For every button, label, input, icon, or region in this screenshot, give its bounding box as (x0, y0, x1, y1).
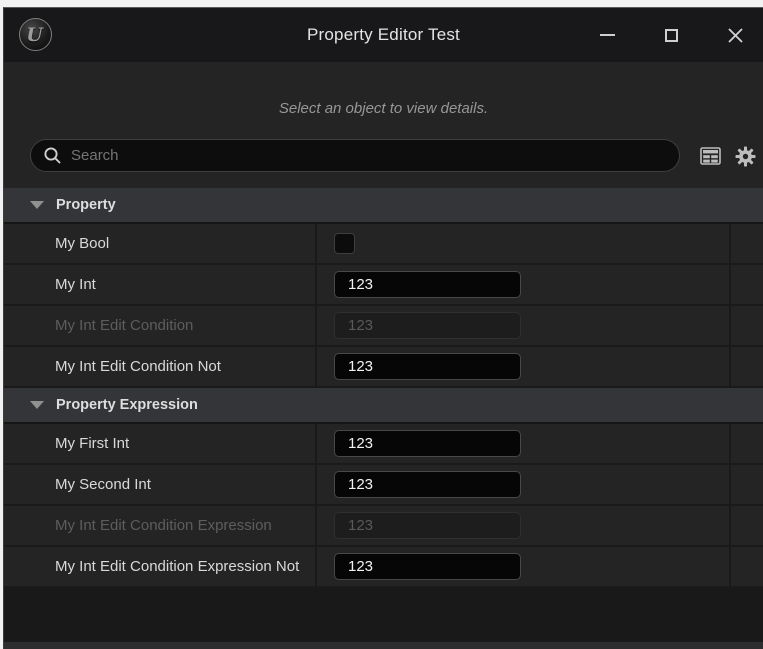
property-label: My Int Edit Condition Expression (55, 517, 272, 534)
row-extra-column (731, 506, 763, 545)
property-name-cell: My First Int (4, 424, 317, 463)
property-value-cell (317, 465, 731, 504)
property-name-cell: My Int Edit Condition Not (4, 347, 317, 386)
property-row-my-second-int: My Second Int (4, 465, 763, 506)
display-filter-button[interactable] (698, 144, 722, 168)
minimize-button[interactable] (596, 24, 618, 46)
search-icon (44, 147, 61, 164)
close-button[interactable] (724, 24, 746, 46)
checkbox-my-bool[interactable] (334, 233, 355, 254)
property-row-my-int: My Int (4, 265, 763, 306)
details-header-area: Select an object to view details. (4, 62, 763, 188)
unreal-engine-logo-icon (19, 18, 52, 51)
property-row-my-int-edit-condition: My Int Edit Condition (4, 306, 763, 347)
collapse-arrow-icon (30, 401, 44, 409)
maximize-icon (664, 28, 678, 42)
window-controls (596, 8, 746, 62)
property-name-cell: My Int Edit Condition Expression Not (4, 547, 317, 586)
property-label: My Int Edit Condition Not (55, 358, 221, 375)
property-value-cell (317, 347, 731, 386)
category-label: Property Expression (56, 397, 198, 413)
title-bar[interactable]: Property Editor Test (4, 8, 763, 62)
minimize-icon (599, 34, 615, 36)
property-label: My Int Edit Condition Expression Not (55, 558, 300, 575)
maximize-button[interactable] (660, 24, 682, 46)
input-my-second-int[interactable] (334, 471, 521, 498)
property-value-cell (317, 506, 731, 545)
property-name-cell: My Second Int (4, 465, 317, 504)
selection-hint-text: Select an object to view details. (278, 100, 489, 117)
input-my-int-edit-condition-not[interactable] (334, 353, 521, 380)
property-label: My Bool (55, 235, 110, 252)
property-row-my-first-int: My First Int (4, 424, 763, 465)
input-my-int-edit-condition-expression (334, 512, 521, 539)
property-label: My Int (55, 276, 96, 293)
details-panel: Select an object to view details. (4, 62, 763, 649)
input-my-int-edit-condition (334, 312, 521, 339)
display-filter-icon (699, 147, 721, 165)
window-bottom-edge (4, 642, 763, 649)
close-icon (727, 27, 743, 43)
property-value-cell (317, 424, 731, 463)
property-name-cell: My Int Edit Condition Expression (4, 506, 317, 545)
property-row-my-int-edit-condition-expression-not: My Int Edit Condition Expression Not (4, 547, 763, 588)
row-extra-column (731, 347, 763, 386)
property-value-cell (317, 547, 731, 586)
property-row-my-int-edit-condition-expression: My Int Edit Condition Expression (4, 506, 763, 547)
settings-gear-icon (735, 146, 755, 166)
input-my-int[interactable] (334, 271, 521, 298)
property-editor-window: Property Editor Test Select an object to… (3, 7, 763, 649)
category-header-property[interactable]: Property (4, 188, 763, 224)
search-input[interactable] (71, 147, 667, 164)
property-value-cell (317, 224, 731, 263)
row-extra-column (731, 424, 763, 463)
category-header-property-expression[interactable]: Property Expression (4, 388, 763, 424)
property-label: My First Int (55, 435, 130, 452)
row-extra-column (731, 265, 763, 304)
property-table: Property My Bool My Int My Int Edit Conditi… (4, 188, 763, 588)
property-label: My Second Int (55, 476, 151, 493)
window-title: Property Editor Test (307, 25, 460, 44)
row-extra-column (731, 224, 763, 263)
panel-empty-area (4, 588, 763, 642)
property-name-cell: My Bool (4, 224, 317, 263)
property-value-cell (317, 265, 731, 304)
row-extra-column (731, 306, 763, 345)
property-row-my-bool: My Bool (4, 224, 763, 265)
settings-button[interactable] (733, 144, 757, 168)
collapse-arrow-icon (30, 201, 44, 209)
property-name-cell: My Int Edit Condition (4, 306, 317, 345)
category-label: Property (56, 197, 116, 213)
row-extra-column (731, 465, 763, 504)
property-label: My Int Edit Condition (55, 317, 194, 334)
property-name-cell: My Int (4, 265, 317, 304)
property-value-cell (317, 306, 731, 345)
search-box (30, 139, 680, 172)
property-row-my-int-edit-condition-not: My Int Edit Condition Not (4, 347, 763, 388)
row-extra-column (731, 547, 763, 586)
input-my-int-edit-condition-expression-not[interactable] (334, 553, 521, 580)
input-my-first-int[interactable] (334, 430, 521, 457)
